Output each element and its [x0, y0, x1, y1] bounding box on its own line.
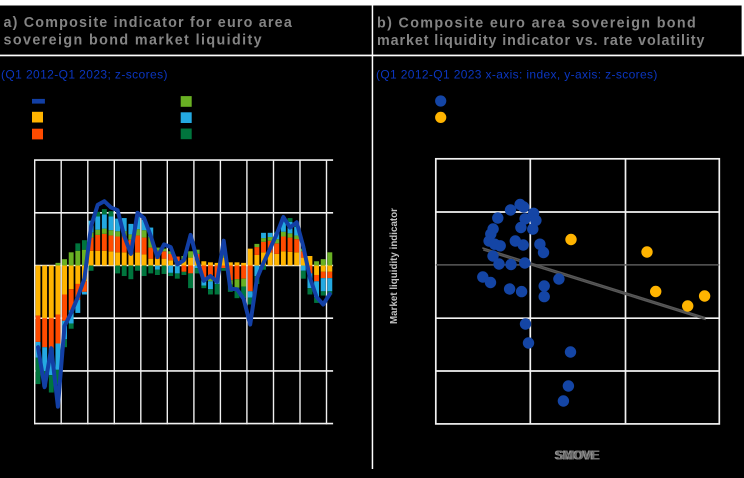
svg-text:Market liquidity indicator: Market liquidity indicator	[389, 208, 400, 324]
svg-text:SMOVE: SMOVE	[554, 449, 598, 463]
svg-text:SMOVE: SMOVE	[556, 449, 600, 463]
svg-text:market liquidity indicator vs.: market liquidity indicator vs. rate vola…	[377, 33, 705, 49]
svg-text:b) Composite euro area soverei: b) Composite euro area sovereign bond	[377, 16, 697, 32]
svg-text:(Q1 2012-Q1 2023; z-scores): (Q1 2012-Q1 2023; z-scores)	[1, 67, 168, 81]
svg-text:(Q1 2012-Q1 2023 x-axis: index: (Q1 2012-Q1 2023 x-axis: index, y-axis: …	[376, 67, 658, 81]
svg-text:a) Composite indicator for eur: a) Composite indicator for euro area	[4, 15, 293, 31]
svg-text:sovereign bond market liquidit: sovereign bond market liquidity	[4, 33, 263, 49]
